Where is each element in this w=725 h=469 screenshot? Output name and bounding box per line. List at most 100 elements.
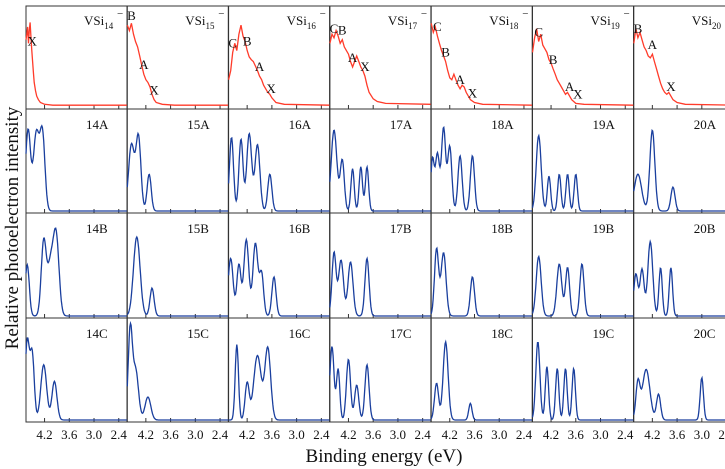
panel-14-row-0: VSi14− X (25, 5, 128, 110)
panel-17-row-0: VSi17− C BAX (329, 5, 432, 110)
isomer-label: 16B (289, 221, 311, 236)
peak-label: B (634, 21, 643, 36)
simulated-spectrum (633, 368, 725, 421)
panel-17-row-1: 17A (329, 108, 432, 214)
panel-18-row-3: 18C (430, 317, 533, 423)
panel-20-row-2: 20B (633, 212, 725, 319)
panel-19-row-1: 19A (531, 108, 634, 214)
panel-frame (532, 108, 634, 214)
peak-label: A (348, 50, 358, 65)
x-tick-label: 3.0 (491, 427, 507, 442)
panel-16-row-0: VSi16− C BAX (227, 5, 331, 110)
peak-label: X (666, 79, 676, 94)
x-tick-label: 2.4 (313, 427, 330, 442)
panel-frame (25, 108, 128, 214)
x-tick-label: 3.6 (568, 427, 585, 442)
isomer-label: 15B (187, 221, 209, 236)
x-tick-label: 4.2 (442, 427, 458, 442)
x-tick-label: 4.2 (340, 427, 356, 442)
simulated-spectrum (228, 344, 330, 421)
x-tick-label: 3.6 (61, 427, 78, 442)
panel-14-row-3: 14C (25, 317, 128, 423)
x-tick-label: 4.2 (239, 427, 255, 442)
x-tick-label: 4.2 (138, 427, 154, 442)
peak-label: X (360, 59, 370, 74)
peak-label: A (139, 57, 149, 72)
peak-label: B (127, 8, 136, 23)
x-tick-label: 2.4 (212, 427, 229, 442)
experimental-spectrum (329, 28, 431, 105)
peak-label: C (330, 21, 339, 36)
panel-frame (633, 317, 725, 423)
x-tick-label: 3.0 (86, 427, 102, 442)
isomer-label: 19B (593, 221, 615, 236)
isomer-label: 14B (86, 221, 108, 236)
peak-label: A (255, 59, 265, 74)
panel-frame (430, 317, 533, 423)
isomer-label: 20B (694, 221, 716, 236)
simulated-spectrum (25, 227, 127, 317)
isomer-label: 20A (694, 117, 717, 132)
panel-frame (329, 212, 432, 319)
simulated-spectrum (227, 132, 330, 212)
x-tick-label: 2.4 (617, 427, 634, 442)
x-axis-label: Binding energy (eV) (306, 446, 463, 467)
isomer-label: 18B (491, 221, 513, 236)
simulated-spectrum (126, 320, 229, 421)
x-tick-label: 2.4 (516, 427, 533, 442)
peak-label: B (338, 23, 347, 38)
peak-label: X (573, 86, 583, 101)
peak-label: X (266, 81, 276, 96)
isomer-label: 14C (86, 326, 108, 341)
panel-15-row-3: 15C (126, 317, 229, 423)
peak-label: X (27, 34, 37, 49)
panel-17-row-2: 17B (329, 212, 432, 319)
cluster-label: VSi14− (84, 8, 123, 31)
cluster-label: VSi20− (692, 8, 725, 31)
peak-label: C (534, 24, 543, 39)
x-tick-label: 3.0 (390, 427, 406, 442)
peak-label: A (455, 72, 465, 87)
panel-18-row-2: 18B (430, 212, 533, 319)
panel-18-row-1: 18A (430, 108, 533, 214)
simulated-spectrum (531, 342, 634, 421)
peak-label: C (433, 19, 442, 34)
isomer-label: 20C (694, 326, 716, 341)
simulated-spectrum (126, 235, 229, 317)
cluster-label: VSi15− (185, 8, 224, 31)
simulated-spectrum (531, 133, 634, 212)
panel-19-row-3: 19C (531, 317, 634, 423)
panel-frame (25, 317, 128, 423)
x-tick-label: 3.6 (669, 427, 686, 442)
panel-frame (126, 317, 229, 423)
isomer-label: 17A (390, 117, 413, 132)
simulated-spectrum (126, 131, 229, 212)
panel-frame (228, 108, 331, 214)
isomer-label: 14A (86, 117, 109, 132)
simulated-spectrum (430, 125, 533, 212)
x-tick-label: 3.6 (466, 427, 483, 442)
simulated-spectrum (430, 339, 533, 421)
peak-label: A (565, 79, 575, 94)
panel-17-row-3: 17C (329, 317, 432, 423)
x-tick-label: 3.0 (187, 427, 203, 442)
peak-label: B (441, 45, 450, 60)
cluster-label: VSi19− (591, 8, 630, 31)
panel-19-row-2: 19B (531, 212, 634, 319)
simulated-spectrum (430, 246, 533, 317)
cluster-label: VSi18− (489, 8, 528, 31)
x-tick-label: 3.6 (264, 427, 281, 442)
isomer-label: 19A (593, 117, 616, 132)
isomer-label: 17C (390, 326, 412, 341)
simulated-spectrum (329, 250, 431, 317)
simulated-spectrum (329, 346, 431, 421)
simulated-spectrum (329, 129, 431, 212)
simulated-spectrum (25, 337, 127, 421)
panel-14-row-2: 14B (25, 212, 128, 319)
peak-label: X (468, 85, 478, 100)
isomer-label: 19C (593, 326, 615, 341)
experimental-spectrum (430, 23, 533, 106)
experimental-spectrum (25, 22, 127, 106)
simulated-spectrum (25, 124, 127, 212)
isomer-label: 18A (491, 117, 514, 132)
